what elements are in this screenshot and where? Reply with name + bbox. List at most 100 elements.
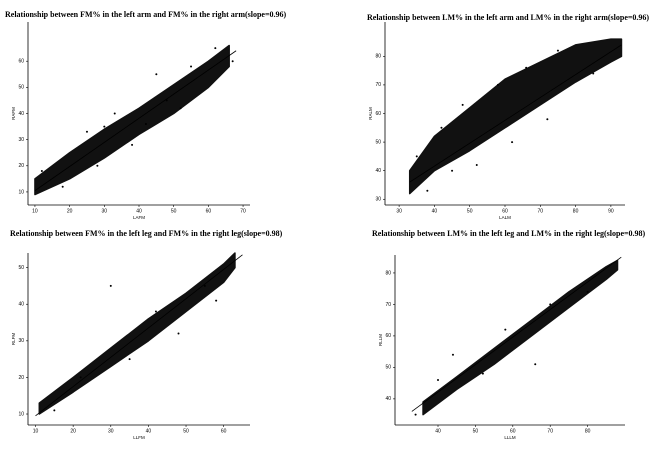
x-axis-label: LAFM bbox=[133, 215, 145, 220]
y-axis-label: RLLM bbox=[378, 334, 383, 346]
x-tick-label: 50 bbox=[467, 208, 473, 214]
x-tick-label: 70 bbox=[240, 208, 246, 214]
point bbox=[546, 118, 549, 121]
point bbox=[96, 164, 99, 167]
x-axis-label: LALM bbox=[499, 215, 511, 220]
x-tick-label: 10 bbox=[32, 208, 38, 214]
point bbox=[415, 155, 418, 158]
point bbox=[128, 358, 131, 361]
point bbox=[154, 310, 157, 313]
x-axis-label: LLLM bbox=[504, 435, 516, 440]
y-tick-label: 30 bbox=[375, 197, 381, 203]
point bbox=[525, 66, 528, 69]
point bbox=[534, 363, 537, 366]
point-cloud bbox=[422, 259, 619, 416]
point bbox=[190, 65, 193, 68]
point-cloud bbox=[34, 44, 230, 196]
point-cloud bbox=[408, 38, 623, 195]
x-tick-label: 70 bbox=[538, 208, 544, 214]
point bbox=[79, 376, 82, 379]
point bbox=[451, 169, 454, 172]
point bbox=[496, 83, 499, 86]
x-tick-label: 60 bbox=[502, 208, 508, 214]
x-tick-label: 10 bbox=[33, 428, 39, 434]
x-tick-label: 40 bbox=[435, 428, 441, 434]
point bbox=[437, 378, 440, 381]
x-tick-label: 90 bbox=[608, 208, 614, 214]
x-tick-label: 80 bbox=[585, 428, 591, 434]
point bbox=[144, 122, 147, 125]
x-tick-label: 30 bbox=[396, 208, 402, 214]
x-tick-label: 30 bbox=[108, 428, 114, 434]
y-axis-label: RAFM bbox=[11, 107, 16, 120]
y-tick-label: 30 bbox=[18, 137, 24, 143]
x-tick-label: 60 bbox=[510, 428, 516, 434]
point bbox=[203, 284, 206, 287]
point bbox=[451, 353, 454, 356]
y-tick-label: 70 bbox=[375, 82, 381, 88]
x-tick-label: 40 bbox=[146, 428, 152, 434]
point bbox=[40, 170, 43, 173]
y-tick-label: 70 bbox=[385, 302, 391, 308]
point bbox=[231, 60, 234, 63]
x-tick-label: 50 bbox=[171, 208, 177, 214]
x-tick-label: 20 bbox=[70, 428, 76, 434]
point bbox=[549, 303, 552, 306]
point bbox=[440, 126, 443, 129]
fit-line bbox=[35, 254, 243, 417]
point bbox=[85, 130, 88, 133]
y-axis-label: RLFM bbox=[11, 333, 16, 346]
y-tick-label: 30 bbox=[18, 338, 24, 344]
y-tick-label: 50 bbox=[18, 85, 24, 91]
x-tick-label: 70 bbox=[547, 428, 553, 434]
x-tick-label: 60 bbox=[206, 208, 212, 214]
point bbox=[414, 413, 417, 416]
point bbox=[131, 143, 134, 146]
point bbox=[475, 163, 478, 166]
y-tick-label: 50 bbox=[385, 365, 391, 371]
chart-title: Relationship between LM% in the left arm… bbox=[367, 13, 649, 22]
x-tick-label: 80 bbox=[573, 208, 579, 214]
point bbox=[461, 103, 464, 106]
point bbox=[61, 185, 64, 188]
x-tick-label: 60 bbox=[221, 428, 227, 434]
y-tick-label: 20 bbox=[18, 163, 24, 169]
point bbox=[177, 332, 180, 335]
x-tick-label: 30 bbox=[102, 208, 108, 214]
point bbox=[53, 409, 56, 412]
point bbox=[179, 107, 182, 110]
y-tick-label: 50 bbox=[18, 265, 24, 271]
point bbox=[215, 299, 218, 302]
y-tick-label: 20 bbox=[18, 375, 24, 381]
y-tick-label: 40 bbox=[385, 396, 391, 402]
y-tick-label: 60 bbox=[18, 59, 24, 65]
point bbox=[109, 284, 112, 287]
y-tick-label: 10 bbox=[18, 189, 24, 195]
chart-title: Relationship between FM% in the left arm… bbox=[5, 10, 287, 19]
point bbox=[586, 290, 589, 293]
point bbox=[214, 47, 217, 50]
point bbox=[165, 99, 168, 102]
point bbox=[103, 125, 106, 128]
x-tick-label: 50 bbox=[473, 428, 479, 434]
y-tick-label: 80 bbox=[375, 54, 381, 60]
fit-line bbox=[409, 44, 622, 183]
x-axis-label: LLFM bbox=[133, 435, 145, 440]
y-tick-label: 50 bbox=[375, 139, 381, 145]
y-tick-label: 40 bbox=[18, 111, 24, 117]
y-tick-label: 80 bbox=[385, 270, 391, 276]
point bbox=[481, 372, 484, 375]
fit-line bbox=[411, 256, 622, 412]
chart-title: Relationship between FM% in the left leg… bbox=[10, 229, 283, 238]
chart-title: Relationship between LM% in the left leg… bbox=[372, 229, 646, 238]
fit-line bbox=[34, 50, 237, 191]
point bbox=[155, 73, 158, 76]
y-tick-label: 60 bbox=[375, 111, 381, 117]
y-tick-label: 60 bbox=[385, 333, 391, 339]
y-tick-label: 40 bbox=[375, 168, 381, 174]
y-tick-label: 10 bbox=[18, 411, 24, 417]
point bbox=[511, 141, 514, 144]
point bbox=[113, 112, 116, 115]
point bbox=[556, 49, 559, 52]
